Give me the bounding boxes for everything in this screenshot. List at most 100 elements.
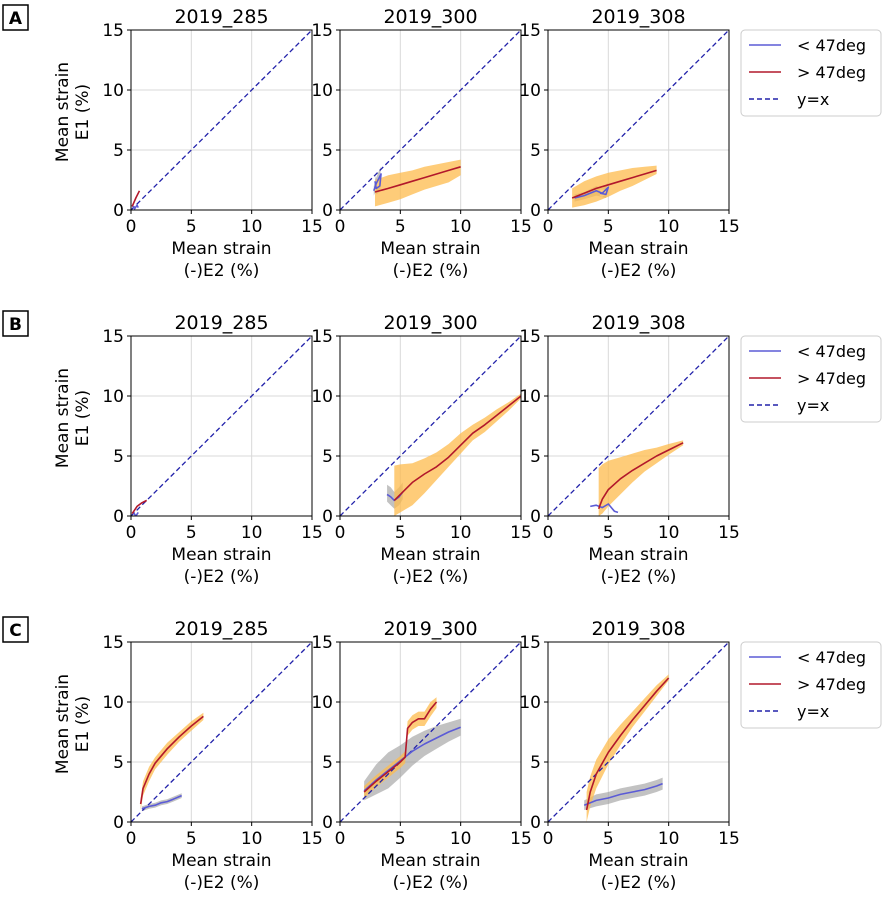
panel-title: 2019_285 xyxy=(174,6,268,28)
panel-title: 2019_308 xyxy=(591,312,685,334)
y-tick-label: 15 xyxy=(311,21,333,41)
y-tick-label: 15 xyxy=(519,633,541,653)
panel-title: 2019_285 xyxy=(174,312,268,334)
legend-item-above-label: > 47deg xyxy=(797,369,866,388)
x-tick-label: 0 xyxy=(543,523,554,543)
x-tick-label: 10 xyxy=(658,523,680,543)
x-axis-label-line2: (-)E2 (%) xyxy=(601,873,677,893)
x-tick-label: 10 xyxy=(241,523,263,543)
x-axis-label-line2: (-)E2 (%) xyxy=(601,261,677,281)
y-tick-label: 10 xyxy=(311,387,333,407)
x-tick-label: 5 xyxy=(603,217,614,237)
y-axis-label-line2: E1 (%) xyxy=(73,84,93,140)
x-tick-label: 0 xyxy=(126,217,137,237)
x-tick-label: 5 xyxy=(186,829,197,849)
series-below-47deg xyxy=(132,511,139,516)
plot-area xyxy=(548,642,729,822)
series-above-47deg xyxy=(597,442,684,510)
y-tick-label: 10 xyxy=(311,693,333,713)
x-axis-label-line1: Mean strain xyxy=(380,545,480,565)
panel-B-2019_300: 0 5 10 15 0 5 10 15 2019_300 Mean strain(-)E2 (%) xyxy=(311,312,531,587)
panel-title: 2019_285 xyxy=(174,618,268,640)
x-tick-label: 10 xyxy=(658,217,680,237)
x-axis-label-line2: (-)E2 (%) xyxy=(184,873,260,893)
series-above-47deg xyxy=(131,190,141,207)
panel-C-2019_300: 0 5 10 15 0 5 10 15 2019_300 Mean strain(-)E2 (%) xyxy=(311,618,531,893)
row-label: C xyxy=(9,621,21,641)
series-below-47deg xyxy=(583,782,663,806)
y-tick-label: 10 xyxy=(519,387,541,407)
x-tick-label: 5 xyxy=(186,217,197,237)
y-tick-label: 5 xyxy=(530,447,541,467)
y-tick-label: 15 xyxy=(102,21,124,41)
legend-item-identity-label: y=x xyxy=(797,702,829,721)
band-above-47deg xyxy=(586,674,669,822)
x-axis-label-line1: Mean strain xyxy=(588,545,688,565)
band-above-47deg xyxy=(140,712,204,810)
plot-frame xyxy=(547,29,730,211)
panel-title: 2019_300 xyxy=(383,312,477,334)
y-axis-label-line1: Mean strain xyxy=(53,368,73,468)
y-axis-label-line1: Mean strain xyxy=(53,674,73,774)
legend: < 47deg > 47deg y=x xyxy=(740,641,882,729)
y-tick-label: 0 xyxy=(322,507,333,527)
band-above-47deg xyxy=(364,697,437,798)
x-tick-label: 5 xyxy=(186,523,197,543)
x-tick-label: 0 xyxy=(543,829,554,849)
y-tick-label: 15 xyxy=(519,327,541,347)
plot-area xyxy=(340,30,521,210)
y-tick-label: 5 xyxy=(322,753,333,773)
x-axis-label-line1: Mean strain xyxy=(588,239,688,259)
y-tick-label: 10 xyxy=(102,81,124,101)
series-below-47deg xyxy=(363,726,461,792)
band-above-47deg xyxy=(572,165,657,208)
identity-line xyxy=(131,642,312,822)
x-tick-label: 0 xyxy=(335,829,346,849)
y-tick-label: 5 xyxy=(530,753,541,773)
plot-area xyxy=(131,642,312,822)
x-tick-label: 10 xyxy=(241,829,263,849)
y-tick-label: 15 xyxy=(311,327,333,347)
band-above-47deg xyxy=(374,159,461,207)
legend-item-identity-label: y=x xyxy=(797,90,829,109)
legend-box xyxy=(740,29,882,117)
x-axis-label-line1: Mean strain xyxy=(588,851,688,871)
y-tick-label: 15 xyxy=(311,633,333,653)
panel-C-2019_285: 0 5 10 15 0 5 10 15 2019_285 Mean strain(-)E2 (%) xyxy=(102,618,322,893)
identity-line xyxy=(548,336,729,516)
x-axis-label-line2: (-)E2 (%) xyxy=(393,873,469,893)
series-below-47deg xyxy=(574,186,610,199)
legend: < 47deg > 47deg y=x xyxy=(740,29,882,117)
identity-line xyxy=(548,30,729,210)
series-above-47deg xyxy=(571,169,657,199)
row-label-box xyxy=(2,4,29,31)
plot-frame xyxy=(339,29,522,211)
legend-item-identity-label: y=x xyxy=(797,396,829,415)
plot-area xyxy=(131,336,312,516)
y-tick-label: 15 xyxy=(519,21,541,41)
x-axis-label-line1: Mean strain xyxy=(171,545,271,565)
x-tick-label: 0 xyxy=(335,217,346,237)
y-tick-label: 10 xyxy=(311,81,333,101)
x-tick-label: 15 xyxy=(510,829,532,849)
x-tick-label: 5 xyxy=(395,523,406,543)
x-tick-label: 15 xyxy=(301,217,323,237)
x-tick-label: 0 xyxy=(126,829,137,849)
plot-frame xyxy=(130,335,313,517)
y-axis-label: Mean strainE1 (%) xyxy=(53,368,93,468)
plot-area xyxy=(548,336,729,516)
x-axis-label-line2: (-)E2 (%) xyxy=(393,261,469,281)
plot-area xyxy=(548,30,729,210)
plot-frame xyxy=(130,29,313,211)
identity-line xyxy=(548,642,729,822)
y-tick-label: 15 xyxy=(102,327,124,347)
y-tick-label: 0 xyxy=(530,201,541,221)
panel-A-2019_285: 0 5 10 15 0 5 10 15 2019_285 Mean strain(-)E2 (%) xyxy=(102,6,322,281)
row-label: B xyxy=(9,315,22,335)
x-tick-label: 15 xyxy=(301,523,323,543)
legend-item-above-label: > 47deg xyxy=(797,63,866,82)
band-above-47deg xyxy=(394,393,521,516)
y-tick-label: 0 xyxy=(113,507,124,527)
legend-box xyxy=(740,335,882,423)
